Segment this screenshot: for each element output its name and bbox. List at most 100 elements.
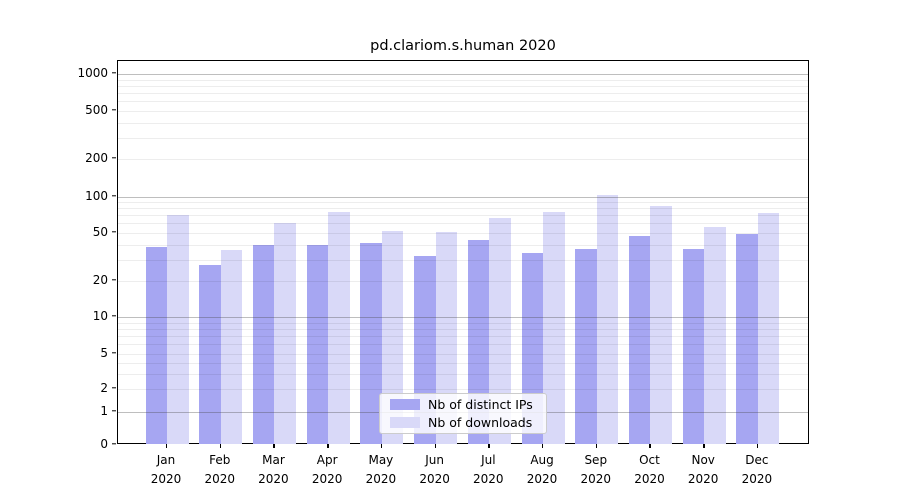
legend-swatch-distinct-ips bbox=[390, 399, 420, 410]
y-tick-mark-0 bbox=[112, 443, 116, 445]
minor-gridline-80 bbox=[118, 208, 808, 210]
x-tick-label-dec: Dec 2020 bbox=[741, 453, 773, 486]
minor-gridline-800 bbox=[118, 85, 808, 87]
x-tick-label-may: May 2020 bbox=[365, 453, 397, 486]
minor-gridline-300 bbox=[118, 137, 808, 139]
minor-gridline-400 bbox=[118, 122, 808, 124]
bar-downloads-may bbox=[381, 230, 404, 444]
bar-downloads-aug bbox=[543, 212, 565, 444]
minor-gridline-900 bbox=[118, 79, 808, 81]
minor-gridline-3 bbox=[118, 373, 808, 375]
y-tick-label-200: 200 bbox=[85, 151, 108, 165]
minor-gridline-2 bbox=[118, 389, 808, 390]
plot-area bbox=[117, 60, 809, 444]
y-tick-mark-20 bbox=[112, 279, 116, 281]
y-tick-label-2: 2 bbox=[100, 381, 108, 395]
y-tick-mark-2 bbox=[112, 387, 116, 389]
minor-gridline-600 bbox=[118, 101, 808, 103]
major-gridline-1000 bbox=[118, 74, 808, 75]
minor-gridline-7 bbox=[118, 336, 808, 338]
minor-gridline-90 bbox=[118, 202, 808, 204]
bar-downloads-dec bbox=[757, 213, 780, 444]
legend-entry-distinct-ips: Nb of distinct IPs bbox=[380, 397, 546, 412]
y-tick-label-10: 10 bbox=[92, 309, 108, 323]
y-tick-mark-5 bbox=[112, 352, 116, 354]
x-tick-label-jun: Jun 2020 bbox=[419, 453, 450, 486]
minor-gridline-700 bbox=[118, 93, 808, 95]
legend-swatch-downloads bbox=[390, 417, 420, 428]
bar-distinct-ips-dec bbox=[736, 234, 758, 444]
x-tick-mark-sep bbox=[595, 444, 598, 448]
minor-gridline-9 bbox=[118, 322, 808, 324]
bar-distinct-ips-oct bbox=[628, 236, 651, 444]
legend-label-downloads: Nb of downloads bbox=[428, 415, 533, 430]
legend-label-distinct-ips: Nb of distinct IPs bbox=[428, 397, 533, 412]
bar-downloads-sep bbox=[596, 195, 619, 444]
x-tick-label-mar: Mar 2020 bbox=[258, 453, 289, 486]
bar-downloads-jan bbox=[167, 215, 189, 444]
x-tick-mark-jul bbox=[488, 444, 490, 448]
x-tick-mark-apr bbox=[327, 444, 329, 448]
x-tick-mark-may bbox=[380, 444, 383, 448]
bar-distinct-ips-nov bbox=[682, 248, 705, 444]
minor-gridline-40 bbox=[118, 244, 808, 246]
x-tick-label-oct: Oct 2020 bbox=[634, 453, 665, 486]
minor-gridline-30 bbox=[118, 259, 808, 261]
x-tick-mark-nov bbox=[703, 444, 705, 448]
bar-distinct-ips-mar bbox=[252, 244, 275, 444]
chart-title: pd.clariom.s.human 2020 bbox=[370, 38, 556, 54]
major-gridline-100 bbox=[118, 196, 808, 198]
bar-distinct-ips-apr bbox=[306, 244, 329, 444]
x-tick-mark-mar bbox=[273, 444, 275, 448]
y-tick-label-1000: 1000 bbox=[77, 66, 108, 80]
y-tick-label-50: 50 bbox=[92, 225, 108, 239]
y-tick-label-100: 100 bbox=[85, 188, 108, 203]
minor-gridline-5 bbox=[118, 354, 808, 355]
bar-downloads-mar bbox=[274, 222, 296, 444]
x-tick-mark-aug bbox=[542, 444, 544, 448]
x-tick-label-jul: Jul 2020 bbox=[473, 453, 504, 486]
bar-distinct-ips-jul bbox=[467, 239, 490, 444]
bar-distinct-ips-sep bbox=[575, 248, 597, 444]
x-tick-label-nov: Nov 2020 bbox=[687, 453, 719, 486]
minor-gridline-70 bbox=[118, 215, 808, 217]
x-tick-label-sep: Sep 2020 bbox=[580, 453, 612, 486]
minor-gridline-8 bbox=[118, 328, 808, 330]
minor-gridline-4 bbox=[118, 362, 808, 364]
minor-gridline-50 bbox=[118, 233, 808, 234]
y-tick-mark-100 bbox=[112, 194, 116, 197]
bar-distinct-ips-may bbox=[360, 243, 382, 444]
x-tick-mark-jan bbox=[166, 444, 168, 448]
x-tick-label-feb: Feb 2020 bbox=[204, 453, 235, 486]
x-tick-mark-jun bbox=[434, 444, 436, 448]
y-tick-mark-10 bbox=[112, 315, 116, 317]
legend-entry-downloads: Nb of downloads bbox=[380, 415, 546, 430]
x-tick-mark-dec bbox=[756, 444, 759, 448]
y-tick-mark-500 bbox=[112, 109, 116, 111]
y-tick-mark-50 bbox=[112, 231, 116, 233]
x-tick-label-apr: Apr 2020 bbox=[311, 453, 343, 486]
bar-downloads-jul bbox=[489, 218, 511, 444]
minor-gridline-200 bbox=[118, 159, 808, 160]
x-tick-mark-feb bbox=[219, 444, 222, 448]
bar-distinct-ips-jan bbox=[145, 247, 167, 444]
bar-downloads-nov bbox=[704, 227, 726, 444]
minor-gridline-6 bbox=[118, 344, 808, 346]
y-tick-label-20: 20 bbox=[92, 273, 108, 287]
bar-downloads-feb bbox=[220, 250, 243, 444]
bar-distinct-ips-feb bbox=[199, 265, 221, 444]
minor-gridline-500 bbox=[118, 111, 808, 112]
bar-downloads-apr bbox=[328, 212, 350, 444]
legend-box: Nb of distinct IPs Nb of downloads bbox=[379, 393, 547, 434]
minor-gridline-60 bbox=[118, 223, 808, 225]
bar-downloads-jun bbox=[435, 231, 458, 444]
y-tick-label-0: 0 bbox=[100, 437, 108, 451]
major-gridline-10 bbox=[118, 317, 808, 318]
y-tick-label-1: 1 bbox=[100, 404, 108, 418]
x-tick-label-jan: Jan 2020 bbox=[150, 453, 182, 486]
minor-gridline-20 bbox=[118, 281, 808, 282]
y-tick-label-5: 5 bbox=[100, 346, 108, 360]
bar-downloads-oct bbox=[650, 205, 672, 444]
y-tick-label-500: 500 bbox=[85, 103, 108, 117]
